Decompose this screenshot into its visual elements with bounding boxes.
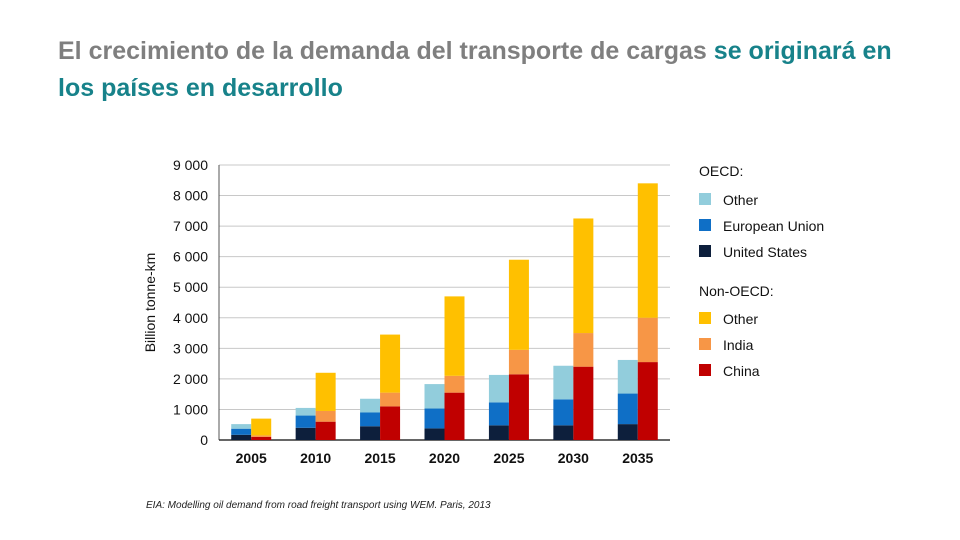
x-tick-label: 2005 xyxy=(236,450,267,466)
bar-nonoecd-other-2035 xyxy=(637,183,658,318)
y-tick-label: 2 000 xyxy=(173,371,208,387)
bar-nonoecd-india-2010 xyxy=(315,410,336,422)
bar-nonoecd-india-2005 xyxy=(251,435,272,437)
x-tick-label: 2010 xyxy=(300,450,331,466)
bar-nonoecd-india-2030 xyxy=(573,333,594,367)
bar-nonoecd-other-2030 xyxy=(573,218,594,334)
bar-oecd-us-2005 xyxy=(231,434,252,440)
y-tick-label: 1 000 xyxy=(173,401,208,417)
bar-oecd-us-2010 xyxy=(295,427,316,440)
legend-swatch-nonoecd-china xyxy=(699,364,711,376)
bar-nonoecd-india-2015 xyxy=(380,392,401,407)
legend-swatch-nonoecd-india xyxy=(699,338,711,350)
bar-nonoecd-china-2015 xyxy=(380,406,401,440)
bar-oecd-eu-2005 xyxy=(231,428,252,435)
y-tick-label: 0 xyxy=(200,432,208,448)
bar-oecd-us-2030 xyxy=(553,425,574,440)
y-tick-label: 5 000 xyxy=(173,279,208,295)
bar-oecd-other-2020 xyxy=(424,384,445,409)
x-tick-label: 2025 xyxy=(493,450,524,466)
legend-label-oecd-us: United States xyxy=(723,244,807,260)
legend-label-nonoecd-china: China xyxy=(723,363,760,379)
bar-nonoecd-india-2020 xyxy=(444,375,465,393)
y-tick-label: 6 000 xyxy=(173,249,208,265)
bar-nonoecd-china-2025 xyxy=(508,374,529,440)
bar-oecd-other-2010 xyxy=(295,407,316,416)
legend-swatch-oecd-other xyxy=(699,193,711,205)
bar-nonoecd-india-2025 xyxy=(508,349,529,375)
legend-label-oecd-other: Other xyxy=(723,192,758,208)
legend-label-oecd-eu: European Union xyxy=(723,218,824,234)
bar-oecd-eu-2025 xyxy=(488,402,509,426)
bar-nonoecd-china-2035 xyxy=(637,362,658,440)
bar-oecd-other-2025 xyxy=(488,374,509,403)
bar-nonoecd-china-2005 xyxy=(251,436,272,440)
legend-group-nonoecd: Non-OECD: xyxy=(699,283,774,299)
y-tick-label: 3 000 xyxy=(173,340,208,356)
y-tick-label: 7 000 xyxy=(173,218,208,234)
x-tick-label: 2020 xyxy=(429,450,460,466)
y-tick-label: 9 000 xyxy=(173,157,208,173)
bar-nonoecd-india-2035 xyxy=(637,317,658,363)
bar-nonoecd-other-2025 xyxy=(508,259,529,350)
slide-title-main: El crecimiento de la demanda del transpo… xyxy=(58,37,714,65)
source-note: EIA: Modelling oil demand from road frei… xyxy=(146,500,491,511)
legend-swatch-oecd-eu xyxy=(699,219,711,231)
bar-oecd-other-2005 xyxy=(231,424,252,429)
legend-label-nonoecd-other: Other xyxy=(723,311,758,327)
y-tick-label: 4 000 xyxy=(173,310,208,326)
slide-title-accent: se originará en los países en desarrollo xyxy=(58,37,892,102)
bar-nonoecd-china-2010 xyxy=(315,421,336,440)
x-tick-label: 2030 xyxy=(558,450,589,466)
bar-oecd-other-2035 xyxy=(617,359,638,394)
bar-nonoecd-other-2010 xyxy=(315,372,336,411)
bar-oecd-us-2020 xyxy=(424,428,445,440)
bar-oecd-eu-2010 xyxy=(295,415,316,428)
x-tick-label: 2035 xyxy=(622,450,653,466)
legend-swatch-nonoecd-other xyxy=(699,312,711,324)
bar-nonoecd-other-2015 xyxy=(380,334,401,393)
y-tick-label: 8 000 xyxy=(173,188,208,204)
y-axis-title: Billion tonne-km xyxy=(142,253,158,353)
legend-group-oecd: OECD: xyxy=(699,163,743,179)
bar-oecd-eu-2015 xyxy=(360,412,381,427)
bar-oecd-eu-2030 xyxy=(553,399,574,426)
legend-swatch-oecd-us xyxy=(699,245,711,257)
bar-nonoecd-other-2020 xyxy=(444,296,465,376)
bar-oecd-eu-2020 xyxy=(424,408,445,429)
bar-nonoecd-china-2030 xyxy=(573,366,594,440)
bar-oecd-us-2025 xyxy=(488,425,509,440)
x-tick-label: 2015 xyxy=(364,450,395,466)
bar-nonoecd-other-2005 xyxy=(251,418,272,436)
bar-oecd-us-2035 xyxy=(617,424,638,440)
bar-oecd-other-2015 xyxy=(360,398,381,413)
legend-label-nonoecd-india: India xyxy=(723,337,754,353)
bar-oecd-other-2030 xyxy=(553,365,574,400)
bar-oecd-eu-2035 xyxy=(617,393,638,425)
bar-oecd-us-2015 xyxy=(360,426,381,440)
bar-nonoecd-china-2020 xyxy=(444,392,465,440)
slide-title: El crecimiento de la demanda del transpo… xyxy=(58,33,918,107)
